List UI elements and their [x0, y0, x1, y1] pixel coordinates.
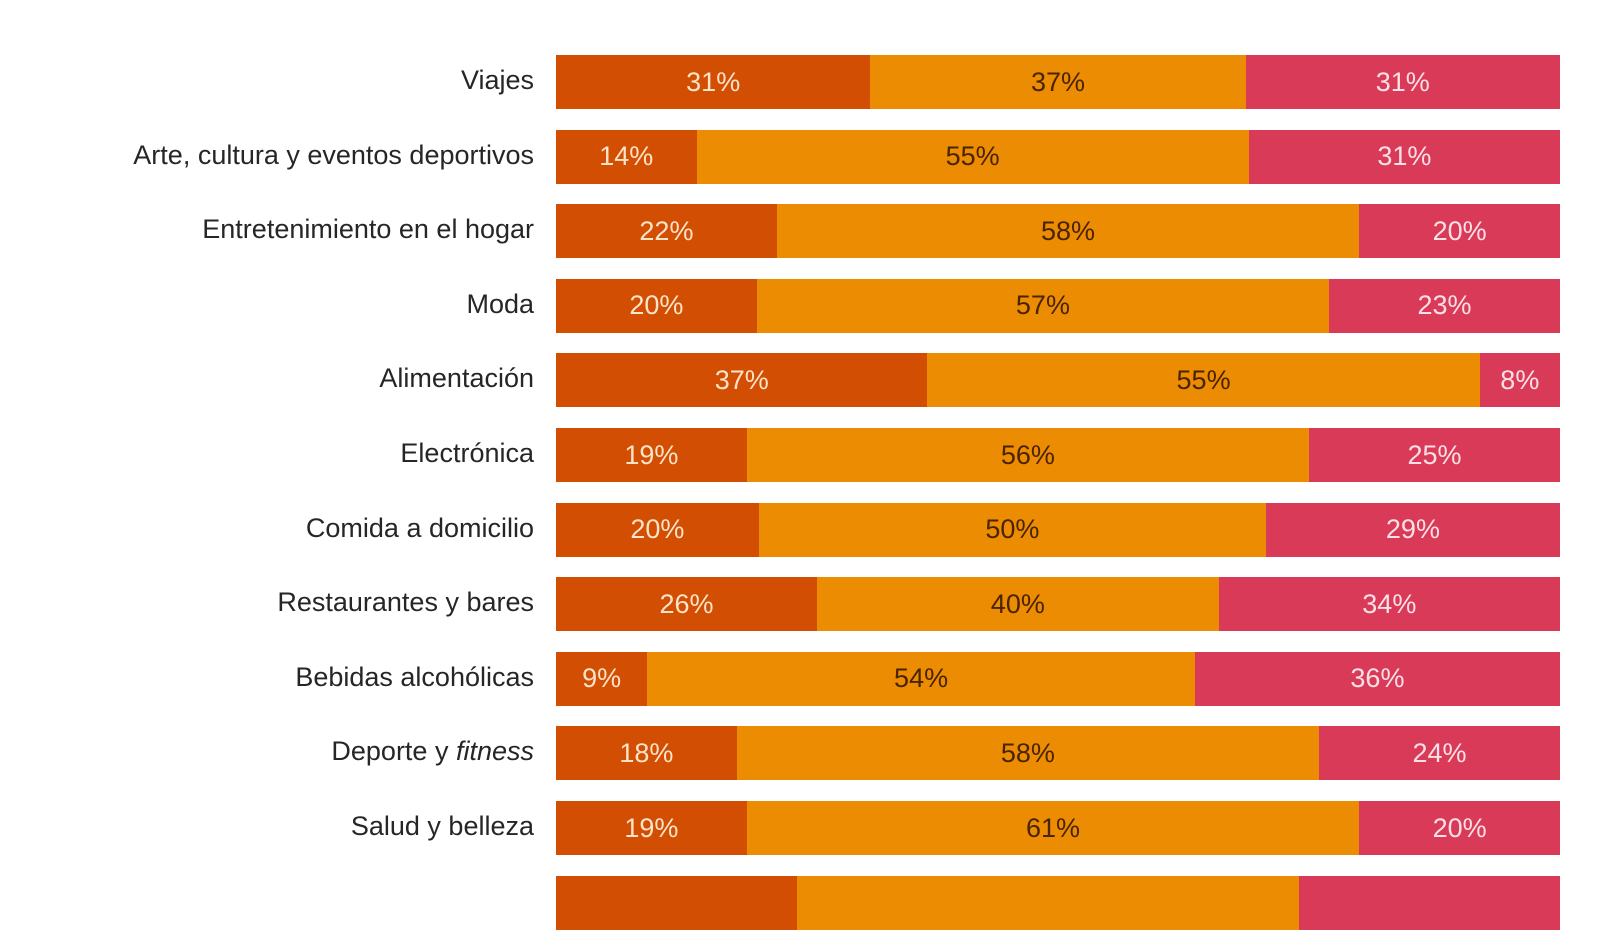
bar-segment-series-1: 18%	[556, 726, 737, 781]
data-label: 58%	[1000, 737, 1055, 768]
data-label: 19%	[624, 812, 679, 843]
bar-row: 19% 56% 25%	[556, 428, 1560, 482]
data-label: 25%	[1407, 439, 1462, 470]
data-label: 9%	[582, 663, 622, 694]
data-label: 55%	[945, 141, 1000, 172]
category-label: Deporte y fitness	[331, 736, 534, 767]
bar-row	[556, 875, 1560, 930]
data-label: 50%	[985, 514, 1040, 545]
data-label: 20%	[630, 514, 685, 545]
data-label: 31%	[1377, 141, 1432, 172]
bar-segment-series-3: 20%	[1359, 801, 1560, 855]
bar-segment-series-2: 37%	[870, 55, 1246, 109]
bar-segment-series-3: 20%	[1359, 204, 1560, 259]
bar-segment-series-3: 31%	[1245, 55, 1560, 109]
stacked-bar-chart: Viajes 31% 37% 31% Arte, cultura y eventos d…	[133, 55, 1560, 930]
data-label: 26%	[659, 588, 714, 619]
bar-row: 20% 50% 29%	[556, 502, 1560, 557]
data-label: 22%	[639, 215, 694, 246]
data-label: 19%	[624, 439, 679, 470]
category-label: Viajes	[460, 65, 534, 95]
bar-segment-series-3: 25%	[1308, 428, 1560, 482]
data-label: 20%	[629, 290, 684, 321]
category-label: Moda	[466, 288, 534, 319]
data-label: 23%	[1417, 290, 1472, 321]
data-label: 31%	[1375, 66, 1430, 97]
data-label: 56%	[1000, 439, 1055, 470]
data-label: 37%	[714, 364, 769, 395]
bar-segment-series-3: 23%	[1329, 278, 1560, 333]
bar-segment-series-2: 55%	[927, 353, 1480, 408]
bar-segment-series-1: 31%	[556, 55, 871, 109]
bar-segment-series-2: 58%	[736, 726, 1320, 781]
category-label: Alimentación	[379, 363, 534, 394]
category-label: Comida a domicilio	[305, 512, 534, 543]
category-label: Entretenimiento en el hogar	[202, 214, 534, 245]
bar-segment-series-2: 56%	[746, 428, 1309, 482]
data-label: 55%	[1176, 364, 1231, 395]
bar-segment-series-3: 24%	[1319, 726, 1560, 781]
bar-segment-series-3: 31%	[1248, 129, 1560, 184]
bar-segment-series-1: 19%	[556, 428, 747, 482]
data-label: 20%	[1432, 215, 1487, 246]
category-label: Salud y belleza	[350, 811, 534, 841]
bar-segment-series-3: 36%	[1194, 651, 1560, 706]
data-label: 24%	[1412, 737, 1467, 768]
bar-row: 14% 55% 31%	[556, 129, 1560, 184]
bar-segment-series-1: 20%	[556, 278, 757, 333]
bar-segment-series-1: 22%	[556, 204, 777, 259]
data-label: 61%	[1025, 812, 1080, 843]
bar-segment-series-1	[556, 875, 797, 930]
bar-row: 22% 58% 20%	[556, 204, 1560, 259]
data-label: 57%	[1015, 290, 1070, 321]
bar-row: 9% 54% 36%	[556, 651, 1560, 706]
data-label: 54%	[894, 663, 949, 694]
bar-segment-series-3: 34%	[1218, 577, 1560, 632]
bar-segment-series-3: 8%	[1479, 353, 1560, 408]
bar-segment-series-2: 54%	[647, 651, 1195, 706]
bar-segment-series-1: 9%	[556, 651, 648, 706]
bar-segment-series-2	[796, 875, 1299, 930]
data-label: 18%	[619, 737, 674, 768]
bar-segment-series-1: 19%	[556, 801, 747, 855]
data-label: 31%	[686, 66, 741, 97]
bar-row: 18% 58% 24%	[556, 726, 1560, 781]
data-label: 36%	[1350, 663, 1405, 694]
bar-segment-series-1: 26%	[556, 577, 818, 632]
bar-row: 26% 40% 34%	[556, 577, 1560, 632]
data-label: 14%	[599, 141, 654, 172]
bar-segment-series-3	[1298, 875, 1560, 930]
bar-row: 20% 57% 23%	[556, 278, 1560, 333]
bar-row: 37% 55% 8%	[556, 353, 1560, 408]
category-label: Electrónica	[400, 438, 534, 468]
category-label: Arte, cultura y eventos deportivos	[133, 139, 534, 170]
bar-segment-series-1: 20%	[556, 502, 759, 557]
bar-segment-series-2: 58%	[776, 204, 1360, 259]
data-label: 8%	[1500, 364, 1540, 395]
category-label: Restaurantes y bares	[277, 587, 534, 618]
bar-segment-series-2: 61%	[746, 801, 1360, 855]
bar-row: 19% 61% 20%	[556, 801, 1560, 855]
data-label: 58%	[1041, 215, 1096, 246]
bar-segment-series-2: 40%	[817, 577, 1219, 632]
bar-segment-series-2: 57%	[756, 278, 1330, 333]
category-label: Bebidas alcohólicas	[295, 661, 534, 692]
bar-segment-series-2: 55%	[696, 129, 1249, 184]
bar-segment-series-1: 37%	[556, 353, 928, 408]
data-label: 40%	[990, 588, 1045, 619]
bar-segment-series-3: 29%	[1265, 502, 1560, 557]
data-label: 34%	[1362, 588, 1417, 619]
data-label: 37%	[1030, 66, 1085, 97]
bar-segment-series-2: 50%	[758, 502, 1266, 557]
bar-row: 31% 37% 31%	[556, 55, 1560, 109]
data-label: 20%	[1432, 812, 1487, 843]
data-label: 29%	[1385, 514, 1440, 545]
bar-segment-series-1: 14%	[556, 129, 697, 184]
